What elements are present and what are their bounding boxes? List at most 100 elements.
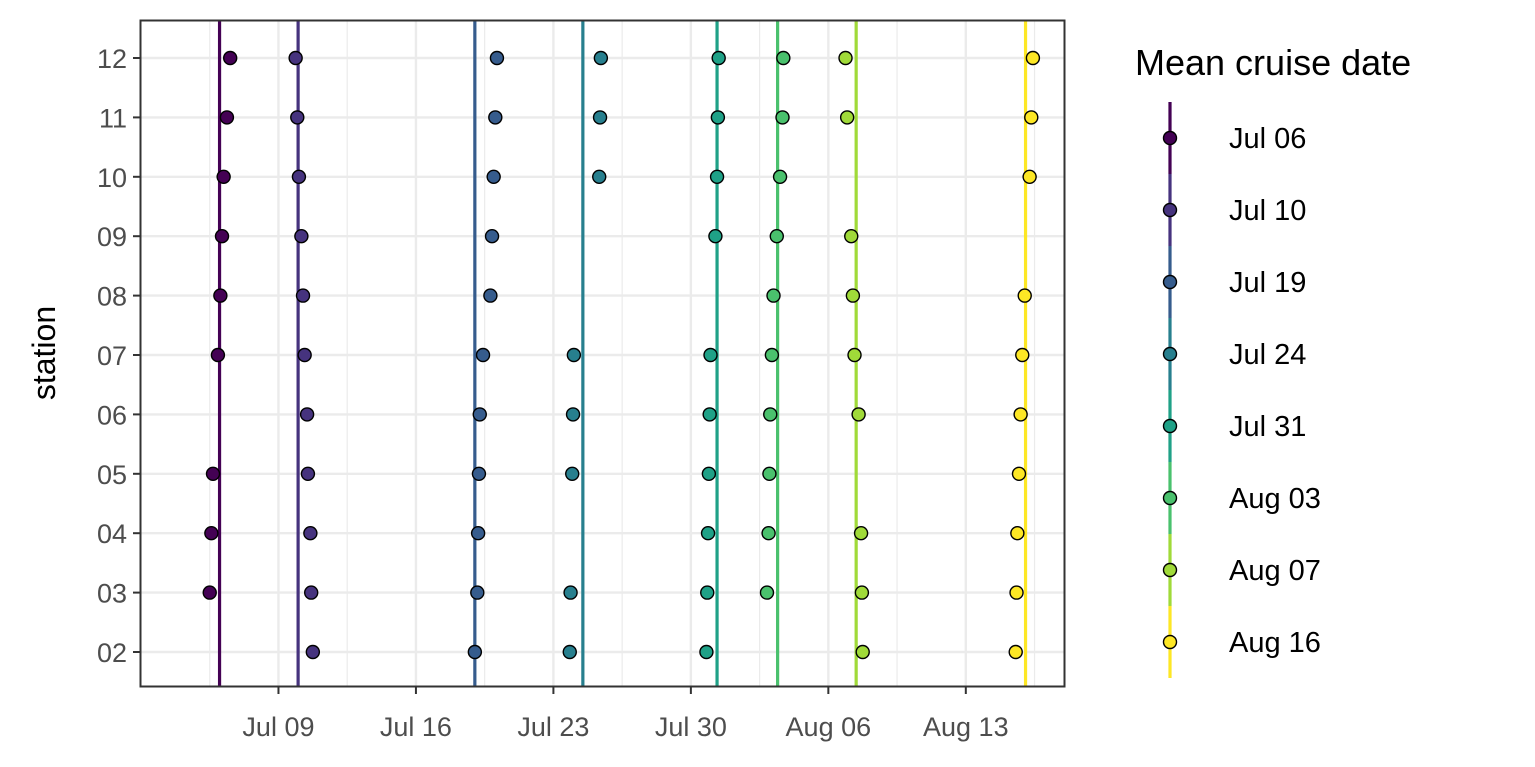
data-point [210, 347, 226, 363]
data-point [470, 526, 486, 541]
x-tick-label: Jul 16 [380, 712, 452, 742]
data-point [759, 585, 775, 600]
legend-label: Jul 06 [1229, 123, 1306, 155]
y-tick-label: 07 [97, 341, 127, 371]
x-tick-label: Jul 30 [655, 712, 727, 742]
y-tick-label: 04 [97, 519, 127, 549]
legend-key-point [1162, 346, 1178, 362]
data-point [766, 288, 781, 303]
y-axis-title: station [26, 306, 62, 400]
legend-label: Aug 16 [1229, 627, 1321, 659]
data-point [772, 169, 788, 185]
y-tick-label: 03 [97, 579, 127, 609]
data-point [847, 347, 862, 363]
data-point [471, 466, 487, 481]
y-tick-label: 06 [97, 400, 127, 430]
legend-label: Aug 03 [1229, 483, 1321, 515]
legend-item-aug-07: Aug 07 [1162, 534, 1321, 606]
data-point [489, 50, 505, 66]
data-point [711, 50, 726, 66]
data-point [219, 110, 235, 125]
legend-item-jul-19: Jul 19 [1162, 246, 1306, 318]
data-point [294, 228, 309, 244]
legend-label: Jul 10 [1229, 195, 1306, 227]
x-tick-label: Aug 13 [923, 712, 1009, 742]
data-point [299, 407, 315, 422]
legend-key-point [1162, 490, 1178, 506]
data-point [776, 50, 791, 66]
legend-item-jul-06: Jul 06 [1162, 102, 1306, 174]
data-point [845, 288, 861, 303]
data-point [761, 526, 776, 541]
data-point [303, 526, 318, 541]
data-point [565, 407, 581, 422]
legend-key-point [1162, 562, 1178, 578]
legend-items: Jul 06 Jul 10 Jul 19 Jul 24 Jul 31 Aug 03 Aug … [1162, 102, 1321, 678]
legend-item-aug-16: Aug 16 [1162, 606, 1321, 678]
data-point [297, 347, 312, 363]
data-point [484, 228, 500, 244]
y-tick-label: 02 [97, 638, 127, 668]
legend: Mean cruise date Jul 06 Jul 10 Jul 19 Jul 2… [1135, 42, 1411, 678]
data-point [839, 110, 855, 125]
data-point [1022, 169, 1037, 185]
data-point [202, 585, 217, 600]
data-point [562, 644, 577, 660]
data-point [592, 169, 607, 185]
legend-item-jul-24: Jul 24 [1162, 318, 1306, 390]
data-point [467, 644, 483, 660]
data-point [838, 50, 853, 66]
data-point [1010, 526, 1025, 541]
data-point [214, 228, 230, 244]
data-point [295, 288, 311, 303]
legend-key-point [1162, 634, 1178, 650]
data-point [486, 169, 501, 185]
data-point [565, 466, 580, 481]
data-point [769, 228, 784, 244]
legend-label: Jul 19 [1229, 267, 1306, 299]
data-point [204, 526, 219, 541]
data-point [699, 644, 714, 660]
data-point [205, 466, 221, 481]
data-point [1025, 50, 1041, 66]
legend-key-point [1162, 202, 1178, 218]
legend-item-aug-03: Aug 03 [1162, 462, 1321, 534]
legend-item-jul-10: Jul 10 [1162, 174, 1306, 246]
data-point [854, 585, 870, 600]
data-point [710, 110, 726, 125]
y-tick-label: 10 [97, 163, 127, 193]
data-point [300, 466, 316, 481]
data-point [1011, 466, 1027, 481]
data-point [290, 110, 305, 125]
data-point [708, 228, 723, 244]
x-tick-label: Jul 23 [517, 712, 589, 742]
data-point [844, 228, 859, 244]
data-point [483, 288, 498, 303]
data-point [593, 50, 609, 66]
plot-panel-border [139, 19, 1066, 688]
data-point [1008, 644, 1023, 660]
data-point [709, 169, 725, 185]
data-point [592, 110, 608, 125]
y-axis: 02 03 04 05 06 07 08 09 10 11 12 [97, 44, 141, 668]
data-point [305, 644, 321, 660]
data-point [775, 110, 790, 125]
legend-key-point [1162, 418, 1178, 434]
y-tick-label: 12 [97, 44, 127, 74]
data-point [1024, 110, 1039, 125]
x-tick-label: Jul 09 [242, 712, 314, 742]
data-point [216, 169, 231, 185]
data-point [1013, 407, 1028, 422]
legend-item-jul-31: Jul 31 [1162, 390, 1306, 462]
data-point [303, 585, 319, 600]
legend-key-point [1162, 130, 1178, 146]
data-point [488, 110, 503, 125]
legend-key-point [1162, 274, 1178, 290]
x-axis: Jul 09 Jul 16 Jul 23 Jul 30 Aug 06 Aug 13 [242, 686, 1009, 742]
legend-label: Aug 07 [1229, 555, 1321, 587]
data-point [853, 526, 869, 541]
data-point [291, 169, 307, 185]
data-point [563, 585, 578, 600]
data-point [764, 347, 780, 363]
